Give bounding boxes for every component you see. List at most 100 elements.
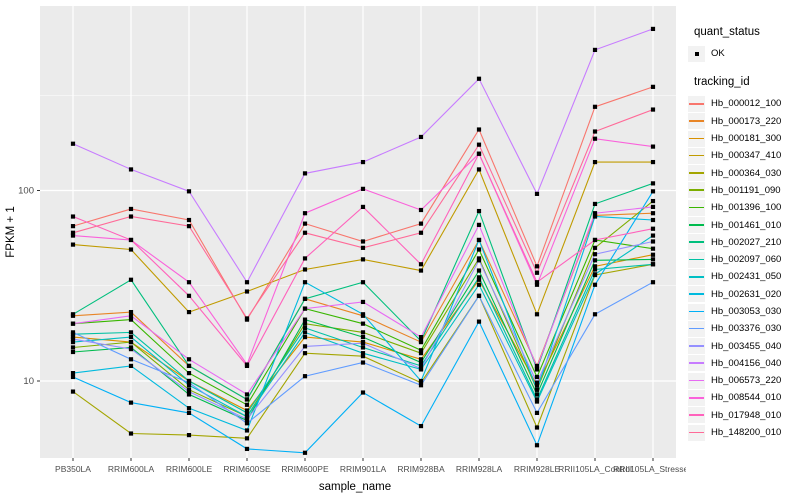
data-point <box>70 374 76 380</box>
data-point <box>418 230 424 235</box>
data-point <box>302 450 308 455</box>
data-point <box>534 392 540 397</box>
legend-item-Hb_000364_030: Hb_000364_030 <box>688 164 800 182</box>
data-point <box>302 256 308 261</box>
x-tick-label: RRIM600PE <box>281 464 329 474</box>
data-point <box>128 363 134 369</box>
data-point <box>592 264 598 269</box>
legend-item-label: Hb_002431_050 <box>711 271 782 283</box>
data-point <box>186 224 192 229</box>
data-point <box>186 293 192 298</box>
data-point <box>592 201 598 207</box>
data-point <box>244 408 250 413</box>
data-point <box>70 336 76 342</box>
legend-item-label: Hb_001396_100 <box>711 202 782 214</box>
legend-item-label: Hb_000347_410 <box>711 150 782 162</box>
data-point <box>650 84 656 89</box>
line-swatch-icon <box>688 165 705 182</box>
legend-tracking-id: tracking_id Hb_000012_100 Hb_000173_220 Hb… <box>688 76 800 441</box>
legend-item-Hb_002631_020: Hb_002631_020 <box>688 286 800 303</box>
line-swatch-icon <box>688 182 705 199</box>
data-point <box>360 390 366 395</box>
data-point <box>70 233 76 238</box>
data-point <box>302 171 308 176</box>
data-point <box>244 417 250 422</box>
data-point <box>418 383 424 388</box>
data-point <box>70 141 76 146</box>
data-point <box>476 208 482 214</box>
data-point <box>650 144 656 149</box>
legend-item-label: Hb_000173_220 <box>711 115 782 127</box>
legend-item-label: Hb_000364_030 <box>711 167 782 179</box>
data-point <box>650 204 656 210</box>
legend-item-Hb_001396_100: Hb_001396_100 <box>688 199 800 216</box>
data-point <box>534 374 540 380</box>
data-point <box>244 402 250 407</box>
legend-item-label: Hb_006573_220 <box>711 375 782 387</box>
legend-item-Hb_003376_030: Hb_003376_030 <box>688 320 800 337</box>
data-point <box>650 189 656 194</box>
data-point <box>70 312 76 317</box>
data-point <box>534 387 540 392</box>
data-point <box>244 410 250 416</box>
plot-panel <box>40 6 676 458</box>
legend-item-Hb_001191_090: Hb_001191_090 <box>688 182 800 199</box>
data-point <box>186 280 192 285</box>
data-points <box>70 26 656 455</box>
data-point <box>650 226 656 231</box>
data-point <box>70 371 76 376</box>
data-point <box>592 312 598 317</box>
data-point <box>650 159 656 165</box>
data-point <box>418 351 424 356</box>
data-point <box>70 214 76 219</box>
data-point <box>244 280 250 285</box>
legend-item-Hb_000173_220: Hb_000173_220 <box>688 113 800 130</box>
line-swatch-icon <box>688 424 705 441</box>
data-point <box>476 268 482 273</box>
data-point <box>360 257 366 262</box>
data-point <box>650 262 656 267</box>
data-point <box>650 239 656 244</box>
legend-item-label: Hb_017948_010 <box>711 409 782 421</box>
data-point <box>360 204 366 210</box>
data-point <box>302 317 308 322</box>
data-point <box>360 280 366 285</box>
legend-item-label: Hb_148200_010 <box>711 427 782 439</box>
data-point <box>128 247 134 252</box>
data-point <box>302 296 308 301</box>
line-swatch-icon <box>688 217 705 234</box>
data-point <box>360 321 366 326</box>
data-point <box>302 344 308 349</box>
data-point <box>70 340 76 345</box>
data-point <box>650 181 656 186</box>
data-point <box>650 280 656 285</box>
data-point <box>476 277 482 282</box>
data-point <box>476 293 482 298</box>
data-point <box>592 252 598 257</box>
data-point <box>592 129 598 134</box>
ok-point-icon <box>688 45 705 62</box>
data-point <box>476 237 482 243</box>
data-point <box>592 267 598 272</box>
data-point <box>418 338 424 344</box>
data-point <box>418 348 424 353</box>
data-point <box>128 277 134 282</box>
data-point <box>592 159 598 165</box>
data-point <box>592 47 598 53</box>
data-point <box>534 282 540 287</box>
data-point <box>534 443 540 448</box>
data-point <box>128 313 134 318</box>
data-point <box>650 252 656 257</box>
data-point <box>534 365 540 370</box>
legend-item-Hb_000347_410: Hb_000347_410 <box>688 147 800 164</box>
y-axis-title: FPKM + 1 <box>5 206 17 257</box>
legend-item-label: Hb_000012_100 <box>711 98 782 110</box>
data-point <box>302 221 308 226</box>
data-point <box>418 357 424 362</box>
data-point <box>534 425 540 430</box>
legend-item-Hb_008544_010: Hb_008544_010 <box>688 389 800 406</box>
data-point <box>418 360 424 365</box>
data-point <box>128 237 134 243</box>
axis-ticks <box>37 190 654 461</box>
